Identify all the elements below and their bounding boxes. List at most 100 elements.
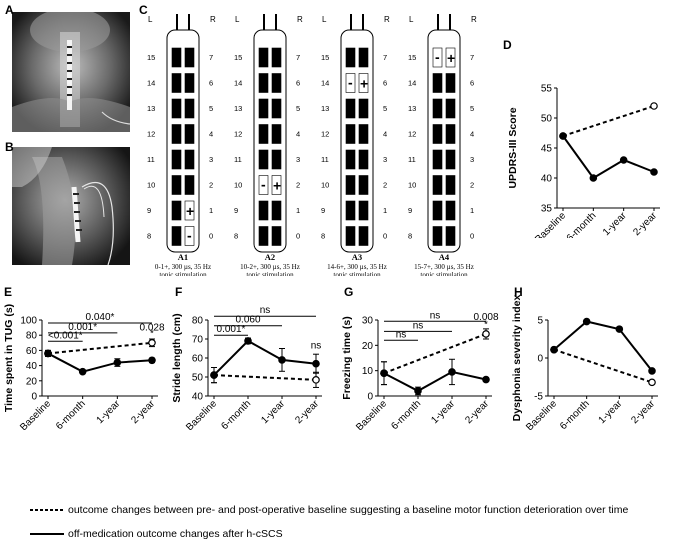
- contact-number-right: 6: [209, 79, 213, 88]
- electrode-id: A4: [439, 252, 450, 262]
- contact-left: [432, 47, 443, 68]
- data-point: [380, 369, 388, 378]
- contact-right: [271, 98, 282, 119]
- contact-right: [445, 200, 456, 221]
- contact-number-left: 14: [321, 79, 329, 88]
- contact-left: [345, 98, 356, 119]
- contact-number-left: 11: [147, 155, 155, 164]
- y-axis-label: Freezing time (s): [341, 316, 353, 399]
- electrode-caption: tonic stimulation: [420, 271, 468, 276]
- contact-left: [345, 47, 356, 68]
- contact-number-right: 2: [470, 181, 474, 190]
- contact-right: [445, 98, 456, 119]
- contact-number-left: 15: [321, 53, 329, 62]
- y-tick-label: 40: [26, 361, 38, 372]
- contact-number-right: 4: [470, 130, 474, 139]
- contact-sign: +: [447, 50, 455, 66]
- panel-letter-d: D: [503, 38, 512, 52]
- data-point-hollow: [482, 330, 490, 338]
- contact-left: [258, 149, 269, 170]
- contact-number-left: 9: [147, 206, 151, 215]
- contact-left: [345, 175, 356, 195]
- electrode-id: A2: [265, 252, 275, 262]
- y-tick-label: 20: [26, 376, 38, 387]
- panel-letter-g: G: [344, 285, 354, 299]
- x-tick-label: 1-year: [95, 398, 123, 426]
- y-tick-label: 80: [26, 331, 38, 342]
- contact-number-left: 9: [234, 206, 238, 215]
- contact-number-right: 3: [209, 155, 213, 164]
- contact-number-right: 4: [296, 130, 300, 139]
- contact-number-left: 13: [234, 104, 242, 113]
- panel-letter-h: H: [514, 285, 523, 299]
- contact-left: [171, 73, 182, 93]
- contact-right: [271, 175, 282, 195]
- x-tick-label: Baseline: [524, 398, 559, 430]
- contact-left: [171, 98, 182, 119]
- contact-left: [258, 73, 269, 93]
- y-tick-label: 45: [541, 144, 553, 155]
- electrode-side-right: R: [210, 15, 216, 24]
- significance-label: 0.040*: [86, 312, 115, 323]
- data-point-hollow: [312, 376, 320, 384]
- x-tick-label: 1-year: [429, 398, 457, 426]
- contact-number-left: 12: [408, 130, 416, 139]
- data-point: [312, 359, 320, 368]
- xray-ap-image: [12, 12, 130, 132]
- electrode-caption: tonic stimulation: [333, 271, 381, 276]
- significance-label: *: [484, 320, 488, 331]
- contact-left: [258, 124, 269, 144]
- contact-right: [184, 200, 195, 221]
- x-tick-label: Baseline: [18, 398, 53, 430]
- contact-number-left: 11: [234, 155, 242, 164]
- y-axis-label: Stride length (cm): [171, 313, 183, 402]
- contact-number-right: 7: [383, 53, 387, 62]
- contact-right: [358, 175, 369, 195]
- significance-label: ns: [311, 341, 322, 352]
- data-point: [113, 358, 122, 367]
- contact-left: [345, 73, 356, 93]
- contact-number-left: 8: [408, 232, 412, 241]
- contact-right: [445, 149, 456, 170]
- contact-left: [171, 200, 182, 221]
- y-axis-label: Dysphonia severity index: [511, 295, 523, 422]
- data-point: [582, 317, 591, 326]
- contact-number-left: 15: [408, 53, 416, 62]
- electrode-id: A1: [178, 252, 188, 262]
- contact-number-left: 12: [234, 130, 242, 139]
- y-tick-label: 60: [192, 354, 204, 365]
- y-tick-label: 0: [31, 392, 37, 403]
- y-tick-label: 100: [20, 316, 37, 327]
- legend: outcome changes between pre- and post-op…: [30, 500, 670, 544]
- electrode-side-right: R: [297, 15, 303, 24]
- y-tick-label: 0: [367, 392, 373, 403]
- contact-left: [258, 175, 269, 195]
- y-tick-label: 80: [192, 316, 204, 327]
- contact-number-right: 5: [383, 104, 387, 113]
- series-dashed-line: [562, 105, 655, 137]
- legend-solid-swatch: [30, 533, 64, 535]
- contact-left: [171, 124, 182, 144]
- contact-right: [184, 47, 195, 68]
- contact-number-right: 7: [296, 53, 300, 62]
- electrode-caption: 14-6+, 300 µs, 35 Hz: [327, 263, 387, 271]
- electrode-caption: tonic stimulation: [159, 271, 207, 276]
- contact-right: [184, 175, 195, 195]
- significance-label: ns: [260, 305, 271, 316]
- electrode-caption: 0-1+, 300 µs, 35 Hz: [155, 263, 211, 271]
- contact-left: [258, 226, 269, 246]
- data-point: [650, 168, 658, 176]
- data-point: [44, 349, 52, 358]
- data-point-hollow: [648, 378, 656, 387]
- y-tick-label: 10: [362, 366, 374, 377]
- contact-right: [358, 98, 369, 119]
- xray-ap-drawing: [12, 12, 130, 132]
- legend-dashed-text: outcome changes between pre- and post-op…: [68, 504, 629, 516]
- contact-number-right: 3: [296, 155, 300, 164]
- significance-label: ns: [413, 320, 424, 331]
- electrode-caption: 15-7+, 300 µs, 35 Hz: [414, 263, 474, 271]
- contact-right: [445, 73, 456, 93]
- series-dashed-line: [383, 333, 487, 375]
